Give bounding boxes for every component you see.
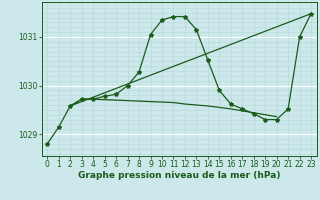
X-axis label: Graphe pression niveau de la mer (hPa): Graphe pression niveau de la mer (hPa) [78,171,280,180]
